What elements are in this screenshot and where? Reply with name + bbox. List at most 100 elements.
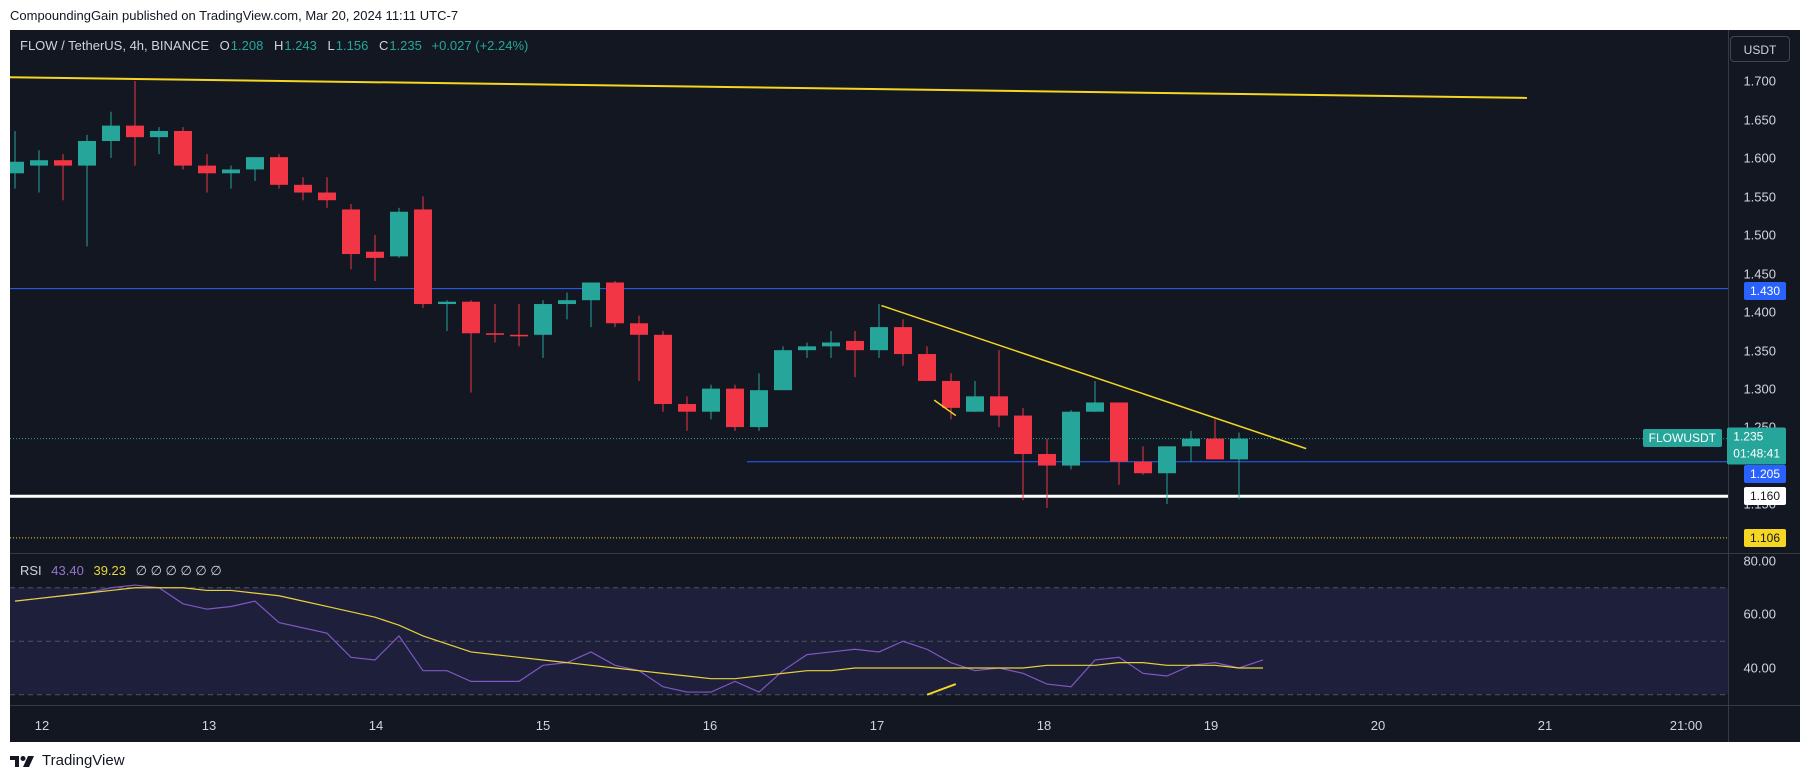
time-tick: 21:00: [1669, 718, 1703, 733]
rsi-empty-values: ∅ ∅ ∅ ∅ ∅ ∅: [135, 563, 222, 578]
candle-body: [678, 404, 696, 412]
candle-body: [798, 346, 816, 351]
time-tick: 15: [535, 718, 551, 733]
candle-body: [30, 160, 48, 166]
publisher-line: CompoundingGain published on TradingView…: [10, 8, 459, 23]
candle-body: [942, 380, 960, 408]
candle-body: [846, 340, 864, 351]
time-tick: 21: [1537, 718, 1553, 733]
candle-body: [246, 157, 264, 170]
candle-body: [726, 388, 744, 428]
trendline: [10, 76, 1528, 99]
time-tick: 12: [34, 718, 50, 733]
candle-body: [174, 130, 192, 166]
trendline: [881, 304, 1307, 450]
price-tick: 1.450: [1743, 266, 1776, 282]
candle-body: [1086, 402, 1104, 412]
last-price-label[interactable]: 1.235 01:48:41: [1727, 427, 1786, 465]
chart-frame[interactable]: FLOW / TetherUS, 4h, BINANCE O1.208 H1.2…: [10, 30, 1800, 742]
candle-body: [990, 396, 1008, 416]
footer-brand-label: TradingView: [42, 752, 125, 769]
time-tick: 16: [702, 718, 718, 733]
candle-body: [198, 165, 216, 174]
trendline: [933, 399, 957, 417]
candle-body: [966, 396, 984, 412]
candle-body: [126, 125, 144, 138]
change-value: +0.027 (+2.24%): [431, 38, 529, 53]
currency-button[interactable]: USDT: [1730, 36, 1790, 62]
candle-body: [1230, 438, 1248, 460]
candle-body: [918, 354, 936, 381]
level-label-1430[interactable]: 1.430: [1743, 282, 1786, 300]
candle-body: [510, 334, 528, 337]
close-label: C: [378, 38, 389, 53]
level-label-1205[interactable]: 1.205: [1743, 465, 1786, 483]
last-price: 1.235: [1733, 429, 1764, 444]
rsi-trendline: [926, 683, 957, 696]
time-tick: 13: [201, 718, 217, 733]
rsi-tick: 80.00: [1743, 553, 1776, 569]
candle-body: [630, 323, 648, 335]
candle-body: [294, 184, 312, 193]
price-tick: 1.300: [1743, 381, 1776, 397]
symbol-legend[interactable]: FLOW / TetherUS, 4h, BINANCE O1.208 H1.2…: [20, 38, 528, 53]
candle-body: [390, 211, 408, 257]
pane-separator[interactable]: [10, 553, 1800, 554]
candle-body: [822, 342, 840, 347]
time-tick: 14: [368, 718, 384, 733]
rsi-legend[interactable]: RSI 43.40 39.23 ∅ ∅ ∅ ∅ ∅ ∅: [20, 563, 222, 579]
price-axis-separator: [1728, 30, 1729, 742]
candle-body: [654, 334, 672, 405]
candle-body: [438, 301, 456, 305]
time-axis-separator: [10, 705, 1800, 706]
tradingview-logo-icon: [10, 755, 34, 767]
symbol-tag[interactable]: FLOWUSDT: [1642, 429, 1722, 447]
candle-body: [1206, 438, 1224, 460]
candle-body: [462, 301, 480, 334]
candle-body: [54, 160, 72, 166]
rsi-ma-line: [14, 587, 1263, 680]
candle-body: [150, 130, 168, 138]
candle-body: [1062, 411, 1080, 466]
bar-countdown: 01:48:41: [1733, 446, 1780, 461]
time-tick: 20: [1370, 718, 1386, 733]
high-value: 1.243: [284, 38, 317, 53]
price-tick: 1.350: [1743, 343, 1776, 359]
candle-body: [1038, 454, 1056, 466]
candle-body: [414, 209, 432, 305]
rsi-label[interactable]: RSI: [20, 563, 42, 578]
low-label: L: [327, 38, 335, 53]
candle-body: [222, 169, 240, 174]
symbol-title[interactable]: FLOW / TetherUS, 4h, BINANCE: [20, 38, 210, 53]
time-tick: 17: [869, 718, 885, 733]
time-tick: 19: [1203, 718, 1219, 733]
footer-brand[interactable]: TradingView: [10, 752, 125, 769]
high-label: H: [273, 38, 284, 53]
low-value: 1.156: [335, 38, 369, 53]
rsi-tick: 60.00: [1743, 606, 1776, 622]
candle-body: [750, 390, 768, 428]
candle-body: [1182, 438, 1200, 447]
rsi-tick: 40.00: [1743, 660, 1776, 676]
candle-body: [1158, 446, 1176, 474]
level-label-1160[interactable]: 1.160: [1743, 487, 1786, 505]
candle-body: [702, 388, 720, 412]
price-tick: 1.550: [1743, 189, 1776, 205]
candle-body: [606, 282, 624, 324]
candle-body: [486, 333, 504, 335]
price-tick: 1.500: [1743, 227, 1776, 243]
price-tick: 1.400: [1743, 304, 1776, 320]
candle-body: [318, 192, 336, 201]
level-label-1106[interactable]: 1.106: [1743, 529, 1786, 547]
open-value: 1.208: [230, 38, 264, 53]
candle-body: [774, 350, 792, 391]
candle-body: [102, 125, 120, 141]
rsi-value: 43.40: [51, 563, 84, 578]
candle-body: [270, 157, 288, 185]
candle-body: [342, 209, 360, 255]
price-chart[interactable]: [10, 30, 1800, 742]
rsi-ma-value: 39.23: [93, 563, 127, 578]
candle-body: [894, 327, 912, 355]
candle-body: [1014, 415, 1032, 455]
candle-body: [1110, 402, 1128, 462]
